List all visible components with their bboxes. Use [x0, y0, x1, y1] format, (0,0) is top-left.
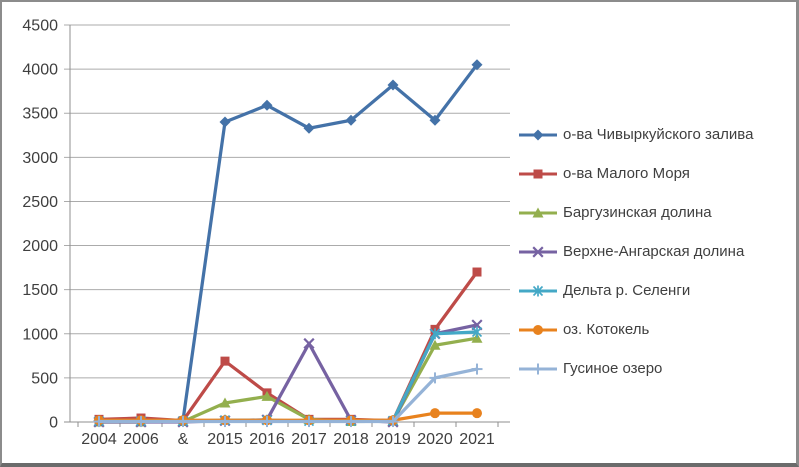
y-axis-label: 3000 — [22, 150, 58, 167]
legend-item-0: о-ва Чивыркуйского залива — [518, 122, 753, 147]
y-axis-label: 4000 — [22, 62, 58, 79]
x-axis-label: & — [178, 431, 189, 448]
legend-item-3: Верхне-Ангарская долина — [518, 239, 753, 264]
x-axis-label: 2021 — [459, 431, 495, 448]
y-axis-label: 1500 — [22, 282, 58, 299]
series-line-1 — [97, 270, 479, 423]
series-line-5 — [97, 411, 479, 422]
series-0-diamond-marker — [219, 116, 231, 128]
series-line-6 — [97, 367, 479, 424]
legend-key-marker — [532, 207, 544, 217]
legend-x-icon — [519, 245, 557, 258]
x-axis-label: 2018 — [333, 431, 369, 448]
legend-item-2: Баргузинская долина — [518, 200, 753, 225]
series-5-circle-marker — [472, 408, 482, 419]
x-axis-label: 2015 — [207, 431, 243, 448]
y-axis-label: 0 — [49, 415, 58, 432]
series-2-triangle-marker — [219, 397, 231, 408]
series-2-triangle-marker — [429, 339, 441, 350]
y-axis-label: 500 — [31, 370, 58, 387]
series-4-asterisk-marker — [471, 326, 483, 338]
legend-diamond-icon — [519, 129, 557, 140]
x-axis-label: 2006 — [123, 431, 159, 448]
x-axis-label: 2004 — [81, 431, 117, 448]
series-0-diamond-marker — [429, 114, 441, 126]
legend-label: Дельта р. Селенги — [563, 282, 691, 299]
legend-item-5: оз. Котокель — [518, 317, 753, 342]
legend-triangle-icon — [519, 207, 557, 217]
legend-label: Баргузинская долина — [563, 204, 712, 221]
series-3-x-marker — [303, 337, 315, 350]
x-axis-label: 2019 — [375, 431, 411, 448]
legend-item-4: Дельта р. Селенги — [518, 278, 753, 303]
line-chart-plot: 0 500 1000 1500 2000 2500 3000 3500 4000 4500 2004… — [22, 18, 510, 448]
legend-label: Гусиное озеро — [563, 360, 663, 377]
legend-asterisk-icon — [519, 285, 557, 296]
x-axis-label: 2017 — [291, 431, 327, 448]
y-axis-label: 2000 — [22, 238, 58, 255]
legend-circle-icon — [519, 324, 557, 335]
legend-label: Верхне-Ангарская долина — [563, 243, 745, 260]
series-1-square-marker — [220, 356, 230, 366]
series-4-asterisk-marker — [429, 328, 441, 339]
chart-legend: о-ва Чивыркуйского залива о-ва Малого Мор… — [518, 122, 753, 381]
series-0-diamond-marker — [471, 59, 483, 71]
x-axis-label: 2020 — [417, 431, 453, 448]
series-5-circle-marker — [430, 408, 440, 419]
series-2-triangle-marker — [471, 332, 483, 343]
y-axis-label: 4500 — [22, 18, 58, 35]
y-axis-label: 2500 — [22, 194, 58, 211]
legend-key-marker — [532, 129, 544, 140]
legend-key-marker — [533, 324, 543, 335]
y-axis-label: 1000 — [22, 326, 58, 343]
legend-plus-icon — [519, 363, 557, 374]
legend-square-icon — [519, 169, 557, 178]
y-axis-label: 3500 — [22, 106, 58, 123]
series-0-diamond-marker — [303, 122, 315, 134]
series-2-triangle-marker — [261, 390, 273, 401]
series-1-square-marker — [472, 267, 482, 277]
series-0-diamond-marker — [387, 79, 399, 91]
legend-label: о-ва Чивыркуйского залива — [563, 126, 754, 143]
series-0-diamond-marker — [345, 114, 357, 126]
legend-key-marker — [533, 169, 543, 178]
legend-key-marker — [532, 285, 544, 296]
legend-item-1: о-ва Малого Моря — [518, 161, 753, 186]
legend-label: оз. Котокель — [563, 321, 650, 338]
legend-key-marker — [532, 245, 544, 258]
legend-label: о-ва Малого Моря — [563, 165, 690, 182]
legend-item-6: Гусиное озеро — [518, 356, 753, 381]
x-axis-label: 2016 — [249, 431, 285, 448]
series-0-diamond-marker — [261, 99, 273, 111]
